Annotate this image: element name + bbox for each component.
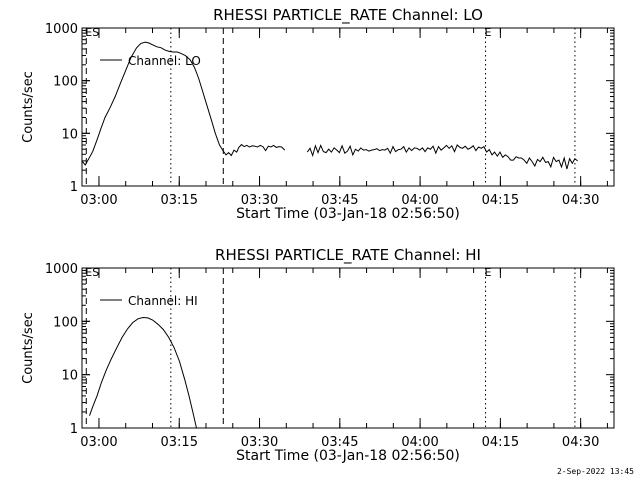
x-tick-label: 03:30: [241, 435, 278, 450]
footer-timestamp: 2-Sep-2022 13:45: [556, 467, 634, 476]
y-tick-label: 10: [61, 127, 78, 142]
y-tick-label: 1: [70, 422, 78, 437]
event-marker-label: E: [485, 26, 492, 39]
plot-frame: [81, 267, 615, 429]
series-line: [81, 41, 286, 166]
x-tick-label: 03:00: [80, 193, 117, 208]
chart-panel-1: [81, 27, 615, 187]
series-line: [306, 144, 578, 170]
chart-panel-2: [81, 267, 615, 429]
y-axis-label: Counts/sec: [21, 71, 36, 143]
x-tick-label: 04:30: [562, 435, 599, 450]
x-axis-label: Start Time (03-Jan-18 02:56:50): [236, 448, 460, 464]
x-tick-label: 04:15: [482, 193, 519, 208]
y-tick-label: 1000: [45, 22, 78, 37]
event-marker-label: E: [485, 266, 492, 279]
legend-label: Channel: HI: [128, 294, 198, 308]
x-tick-label: 03:15: [161, 193, 198, 208]
x-tick-label: 03:15: [161, 435, 198, 450]
event-marker-label: ES: [85, 266, 99, 279]
chart-title: RHESSI PARTICLE_RATE Channel: LO: [213, 6, 483, 25]
x-axis-label: Start Time (03-Jan-18 02:56:50): [236, 206, 460, 222]
y-tick-label: 1: [70, 180, 78, 195]
x-tick-label: 04:00: [401, 435, 438, 450]
plot-frame: [81, 27, 615, 187]
y-tick-label: 100: [53, 315, 78, 330]
x-tick-label: 04:00: [401, 193, 438, 208]
y-tick-label: 10: [61, 369, 78, 384]
x-tick-label: 04:30: [562, 193, 599, 208]
y-tick-label: 100: [53, 75, 78, 90]
x-tick-label: 03:45: [321, 193, 358, 208]
chart-title: RHESSI PARTICLE_RATE Channel: HI: [215, 246, 481, 265]
series-line: [89, 316, 197, 429]
x-tick-label: 03:00: [80, 435, 117, 450]
y-tick-label: 1000: [45, 262, 78, 277]
legend-label: Channel: LO: [128, 54, 201, 68]
x-tick-label: 03:45: [321, 435, 358, 450]
x-tick-label: 04:15: [482, 435, 519, 450]
x-tick-label: 03:30: [241, 193, 278, 208]
y-axis-label: Counts/sec: [21, 312, 36, 384]
event-marker-label: ES: [85, 26, 99, 39]
